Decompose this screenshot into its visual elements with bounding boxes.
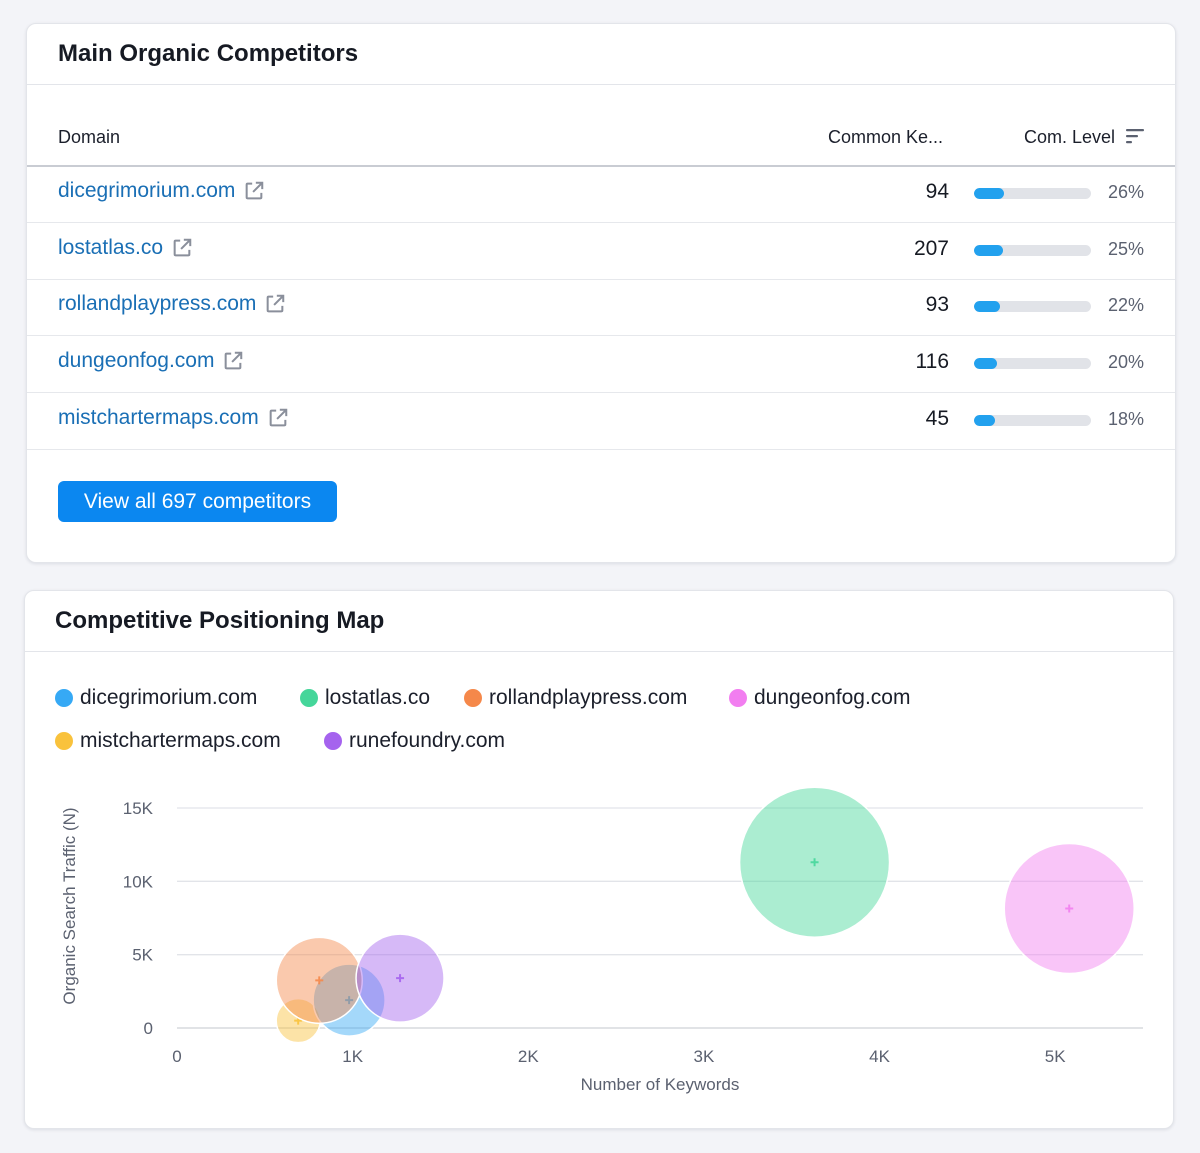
legend-dot [729, 689, 747, 707]
com-level-bar [974, 358, 1091, 369]
com-level-percent: 18% [1107, 409, 1144, 429]
bubble-center-marker [1065, 904, 1074, 913]
com-level-percent: 22% [1107, 295, 1144, 315]
competitors-card-header: Main Organic Competitors [27, 24, 1175, 85]
domain-name[interactable]: dicegrimorium.com [58, 179, 236, 202]
com-level-bar [974, 301, 1091, 312]
legend-label: runefoundry.com [349, 729, 506, 752]
bubble-center-marker [345, 996, 354, 1005]
bubble-lostatlas.co [738, 786, 891, 939]
common-keywords-value: 93 [925, 293, 949, 316]
external-link-icon[interactable] [171, 237, 193, 259]
legend-dot [324, 732, 342, 750]
x-tick-label: 4K [869, 1047, 890, 1066]
external-link-icon[interactable] [264, 293, 286, 315]
bubble-center-marker [810, 858, 819, 867]
com-level-bar-fill [974, 301, 1000, 312]
table-row: dungeonfog.com 116 20% [27, 336, 1175, 393]
com-level-percent: 20% [1107, 352, 1144, 372]
com-level-percent: 25% [1107, 239, 1144, 259]
legend-item[interactable]: mistchartermaps.com [55, 729, 281, 753]
legend-label: rollandplaypress.com [489, 686, 688, 709]
column-header-domain[interactable]: Domain [58, 127, 121, 147]
com-level-bar-fill [974, 358, 998, 369]
legend-item[interactable]: rollandplaypress.com [464, 686, 687, 710]
com-level-percent: 26% [1107, 182, 1144, 202]
legend-label: dicegrimorium.com [80, 686, 258, 709]
com-level-bar [974, 188, 1091, 199]
legend-label: mistchartermaps.com [80, 729, 281, 752]
y-tick-label: 5K [132, 946, 153, 965]
x-tick-label: 5K [1045, 1047, 1066, 1066]
common-keywords-value: 94 [925, 180, 949, 203]
positioning-map-title: Competitive Positioning Map [55, 607, 385, 634]
x-tick-label: 2K [518, 1047, 539, 1066]
chart-bubbles [275, 786, 1135, 1044]
domain-name[interactable]: rollandplaypress.com [58, 292, 257, 315]
legend-item[interactable]: runefoundry.com [324, 729, 505, 753]
external-link-icon[interactable] [222, 350, 244, 372]
table-row: dicegrimorium.com 94 26% [27, 166, 1175, 223]
x-tick-label: 0 [172, 1047, 181, 1066]
y-tick-label: 10K [123, 872, 154, 891]
legend-dot [464, 689, 482, 707]
competitors-title: Main Organic Competitors [58, 40, 359, 67]
domain-link[interactable]: rollandplaypress.com [58, 292, 286, 316]
com-level-bar-fill [974, 415, 996, 426]
bubble-dungeonfog.com [1003, 842, 1135, 975]
x-tick-label: 3K [694, 1047, 715, 1066]
com-level-bar-fill [974, 188, 1005, 199]
legend-dot [55, 732, 73, 750]
domain-link[interactable]: dungeonfog.com [58, 349, 244, 373]
common-keywords-value: 45 [925, 407, 949, 430]
legend-item[interactable]: dungeonfog.com [729, 686, 910, 710]
table-row: lostatlas.co 207 25% [27, 223, 1175, 280]
bubble-rollandplaypress.com [275, 936, 364, 1025]
y-axis-title: Organic Search Traffic (N) [60, 807, 79, 1004]
positioning-map-card-header: Competitive Positioning Map [25, 591, 1173, 652]
com-level-bar [974, 245, 1091, 256]
common-keywords-value: 207 [913, 237, 949, 260]
legend-label: lostatlas.co [325, 686, 431, 709]
legend-dot [300, 689, 318, 707]
table-row: rollandplaypress.com 93 22% [27, 279, 1175, 336]
domain-link[interactable]: mistchartermaps.com [58, 406, 289, 430]
column-header-com-level[interactable]: Com. Level [1023, 127, 1115, 147]
chart-grid [177, 807, 1143, 1029]
domain-link[interactable]: dicegrimorium.com [58, 179, 265, 203]
domain-name[interactable]: mistchartermaps.com [58, 406, 259, 429]
com-level-bar-fill [974, 245, 1004, 256]
external-link-icon[interactable] [243, 180, 265, 202]
legend-item[interactable]: dicegrimorium.com [55, 686, 257, 710]
chart-ticks: 0 5K 10K 15K 0 1K 2K 3K 4K 5K [123, 799, 1066, 1066]
legend-item[interactable]: lostatlas.co [300, 686, 430, 710]
table-row: mistchartermaps.com 45 18% [27, 393, 1175, 450]
legend-dot [55, 689, 73, 707]
bubble-center-marker [396, 974, 405, 983]
y-tick-label: 0 [144, 1019, 153, 1038]
domain-name[interactable]: lostatlas.co [58, 236, 164, 259]
sort-icon[interactable] [1125, 128, 1145, 144]
bubble-dicegrimorium.com [312, 963, 386, 1037]
external-link-icon[interactable] [267, 407, 289, 429]
y-tick-label: 15K [123, 799, 154, 818]
common-keywords-value: 116 [915, 350, 949, 373]
bubble-center-marker [315, 976, 324, 985]
competitors-card: Main Organic Competitors Domain Common K… [26, 23, 1176, 563]
com-level-bar [974, 415, 1091, 426]
bubble-runefoundry.com [355, 933, 445, 1023]
x-tick-label: 1K [342, 1047, 363, 1066]
competitors-table-header: Domain Common Ke... Com. Level [27, 121, 1175, 167]
positioning-map-card: Competitive Positioning Map dicegrimoriu… [24, 590, 1174, 1129]
x-axis-title: Number of Keywords [581, 1075, 740, 1094]
legend-label: dungeonfog.com [754, 686, 911, 709]
column-header-common-keywords[interactable]: Common Ke... [827, 127, 943, 147]
view-all-competitors-button[interactable]: View all 697 competitors [58, 481, 337, 522]
domain-link[interactable]: lostatlas.co [58, 236, 193, 260]
domain-name[interactable]: dungeonfog.com [58, 349, 215, 372]
